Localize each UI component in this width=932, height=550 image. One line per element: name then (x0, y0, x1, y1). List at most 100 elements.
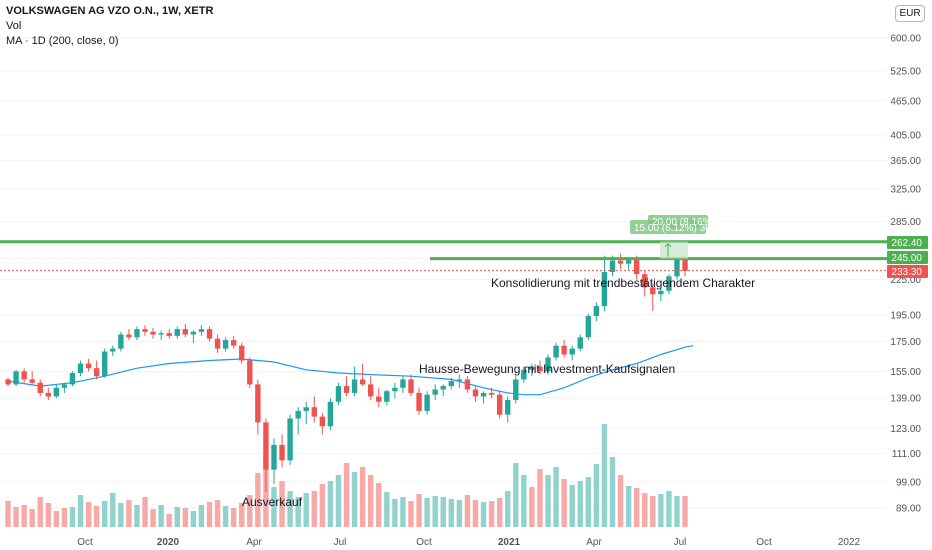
candle (658, 287, 664, 302)
volume-bar (230, 508, 237, 527)
volume-bar (21, 505, 27, 527)
candle (553, 342, 559, 361)
volume-bar (513, 463, 519, 527)
volume-bar (359, 467, 366, 527)
candle (488, 387, 495, 399)
candle (102, 348, 108, 378)
annotation-ausverkauf[interactable]: Ausverkauf (242, 495, 303, 509)
y-tick-label: 99.00 (896, 477, 921, 488)
y-tick-label: 465.00 (890, 96, 921, 107)
price-label-box (887, 265, 928, 278)
volume-bar (174, 507, 180, 527)
volume-bar (666, 491, 672, 527)
y-tick-label: 405.00 (890, 130, 921, 141)
candle (496, 391, 503, 419)
x-tick-label: Apr (246, 537, 262, 548)
candle (448, 377, 454, 390)
volume-bar (529, 487, 535, 527)
volume-bar (102, 501, 108, 527)
symbol-title[interactable]: VOLKSWAGEN AG VZO O.N., 1W, XETR (6, 5, 214, 17)
volume-bar (553, 467, 559, 527)
volume-bar (521, 475, 527, 527)
annotation-konsolidierung[interactable]: Konsolidierung mit trendbestätigendem Ch… (491, 276, 755, 290)
candle (343, 376, 350, 397)
candle (601, 255, 608, 312)
volume-bar (617, 475, 624, 527)
volume-bar (255, 473, 261, 527)
y-tick-label: 600.00 (890, 34, 921, 45)
y-tick-label: 175.00 (890, 337, 921, 348)
x-tick-label: Apr (586, 537, 602, 548)
candle (577, 334, 583, 352)
target-label-upper[interactable]: 20.00 (8.16%) 400 (652, 217, 735, 228)
candle (230, 335, 237, 349)
candle (279, 434, 285, 468)
candle (29, 371, 35, 385)
candle (585, 313, 592, 341)
volume-bar (658, 494, 664, 527)
y-tick-label: 195.00 (890, 310, 921, 321)
volume-bar (472, 500, 479, 527)
candle (424, 391, 430, 415)
volume-bar (400, 497, 406, 527)
currency-button[interactable]: EUR (895, 5, 925, 22)
volume-bar (408, 501, 414, 527)
candle (110, 345, 116, 356)
price-label-text: 262.40 (891, 238, 922, 249)
volume-bar (682, 496, 688, 527)
volume-bar (110, 493, 116, 527)
volume-bars (5, 424, 688, 527)
volume-bar (545, 475, 551, 527)
volume-bar (13, 507, 19, 527)
volume-bar (222, 506, 229, 527)
candle (505, 396, 511, 423)
candle (61, 382, 68, 393)
x-tick-label: Oct (416, 537, 432, 548)
volume-bar (456, 500, 463, 527)
ma-legend[interactable]: MA · 1D (200, close, 0) (6, 35, 119, 47)
volume-bar (537, 469, 543, 527)
candle (472, 386, 479, 402)
chart-legend: VOLKSWAGEN AG VZO O.N., 1W, XETR Vol MA … (6, 4, 213, 49)
volume-bar (239, 503, 245, 527)
time-axis: Oct 2020 Apr Jul Oct 2021 Apr Jul Oct 2022 (77, 537, 860, 548)
candle (392, 382, 398, 399)
candle (416, 387, 422, 415)
candle (642, 270, 648, 297)
annotation-hausse[interactable]: Hausse-Bewegung mit Investment-Kaufsigna… (419, 362, 675, 376)
y-tick-label: 89.00 (896, 504, 921, 515)
candle (513, 376, 519, 404)
volume-bar (182, 508, 189, 527)
candle (480, 391, 487, 404)
target-label-lower[interactable]: 15.00 (6.12%) 300 (634, 223, 717, 234)
candle (529, 363, 535, 377)
price-grid (0, 37, 887, 509)
volume-bar (29, 509, 35, 527)
candle (134, 326, 140, 341)
x-tick-label: 2020 (157, 537, 180, 548)
candle (456, 374, 463, 388)
volume-bar (271, 487, 277, 527)
volume-bar (505, 491, 511, 527)
candle (53, 384, 60, 399)
candle (222, 337, 229, 352)
candle (247, 357, 253, 388)
candle (311, 396, 317, 423)
x-tick-label: 2021 (498, 537, 521, 548)
volume-bar (650, 496, 656, 527)
volume-bar (561, 479, 567, 527)
price-label-box (887, 251, 928, 264)
volume-bar (279, 481, 285, 527)
candle (206, 326, 213, 342)
volume-bar (206, 502, 213, 527)
volume-bar (247, 495, 253, 527)
volume-bar (392, 499, 398, 527)
candle (432, 384, 438, 400)
volume-bar (633, 488, 640, 527)
volume-legend[interactable]: Vol (6, 20, 22, 32)
y-tick-label: 525.00 (890, 66, 921, 77)
volume-bar (625, 486, 632, 527)
volume-bar (351, 472, 358, 527)
